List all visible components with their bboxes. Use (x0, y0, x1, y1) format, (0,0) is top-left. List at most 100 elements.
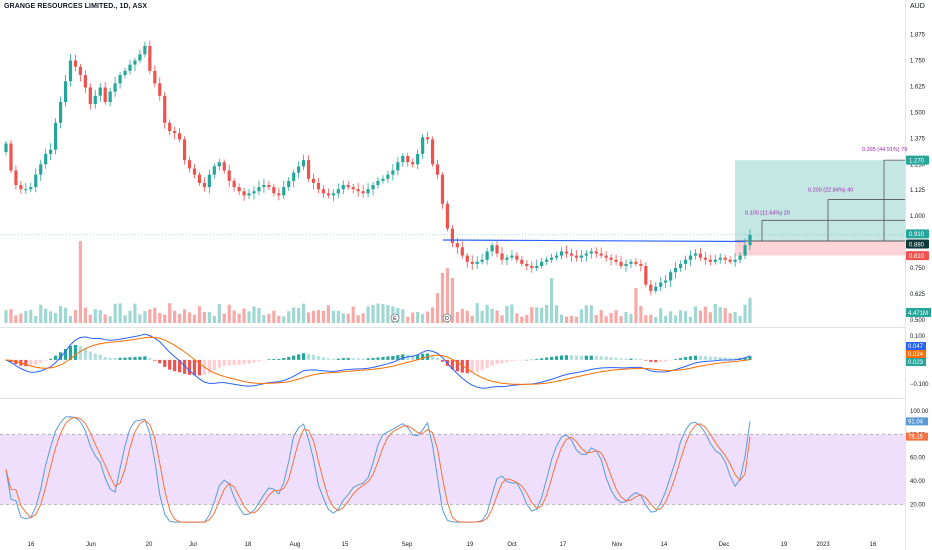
volume-bar (133, 303, 137, 323)
volume-bar (713, 303, 717, 323)
current-price-badge-bg (906, 229, 929, 239)
x-axis-label: 14 (661, 542, 668, 548)
volume-bar (163, 314, 167, 323)
candle-body (470, 261, 474, 264)
candle-body (158, 83, 162, 96)
macd-histogram-bar (629, 358, 633, 360)
candle-body (728, 259, 732, 262)
candle-body (584, 253, 588, 256)
stoch-k-badge: 91.04 (908, 419, 924, 425)
macd-histogram-bar (713, 356, 717, 360)
candle-body (247, 193, 251, 196)
candle-body (297, 166, 301, 173)
macd-badge-bg (906, 342, 926, 350)
candle-body (465, 255, 469, 262)
x-axis-label: 15 (342, 542, 349, 548)
candle-body (202, 182, 206, 188)
macd-histogram-bar (485, 359, 489, 369)
macd-histogram-bar (29, 359, 33, 367)
volume-bar (426, 311, 430, 323)
macd-histogram-bar (421, 353, 425, 360)
candle-body (569, 253, 574, 256)
macd-histogram-bar (187, 359, 192, 375)
macd-histogram-bar (505, 359, 509, 363)
volume-bar (678, 310, 683, 323)
macd-histogram-bar (267, 359, 271, 360)
volume-bar (93, 309, 97, 323)
volume-bar (465, 310, 469, 323)
pane-separator-macd[interactable] (0, 327, 905, 328)
pane-separator-stoch[interactable] (0, 398, 905, 399)
macd-histogram-bar (396, 355, 400, 360)
candle-body (659, 282, 663, 287)
candle-body (217, 162, 221, 167)
volume-bar (644, 315, 648, 323)
macd-histogram-bar (292, 355, 296, 360)
candle-body (530, 265, 534, 269)
target1-label: 0.100 (11.64%) 20 (745, 210, 790, 216)
volume-bar (569, 315, 574, 323)
candle-body (83, 75, 87, 88)
candle-body (495, 245, 499, 254)
volume-bar (9, 309, 13, 323)
candle-body (406, 155, 410, 163)
macd-histogram-bar (649, 359, 653, 362)
candle-body (396, 162, 400, 171)
symbol-title[interactable]: GRANGE RESOURCES LIMITED., 1D, ASX (4, 3, 148, 10)
macd-histogram-bar (440, 359, 445, 362)
x-axis-label: Jun (86, 542, 96, 548)
candle-body (718, 257, 722, 260)
volume-bar (148, 309, 152, 323)
volume-bar (168, 303, 172, 323)
stoch-axis-tick: 100.00 (910, 409, 929, 415)
volume-bar (411, 312, 415, 323)
macd-histogram-bar (143, 356, 147, 360)
volume-bar (14, 315, 18, 323)
candle-body (460, 247, 464, 256)
volume-bar (470, 315, 474, 323)
macd-histogram-bar (639, 359, 643, 360)
macd-histogram-bar (123, 357, 127, 360)
price-axis-tick: 1.750 (910, 59, 926, 65)
macd-histogram-bar (58, 352, 63, 360)
candle-body (138, 54, 142, 61)
macd-histogram-bar (222, 359, 226, 367)
volume-bar (564, 316, 569, 323)
macd-histogram-bar (401, 354, 405, 360)
candle-body (450, 228, 454, 244)
macd-histogram-bar (178, 359, 182, 373)
candle-body (515, 255, 519, 260)
volume-bar (108, 316, 112, 323)
macd-histogram-bar (545, 357, 549, 360)
volume-bar (316, 310, 321, 323)
macd-histogram-bar (411, 355, 415, 360)
candle-body (73, 60, 78, 67)
macd-histogram-bar (247, 359, 251, 364)
volume-bar (103, 314, 107, 323)
entry-price-badge-bg (906, 239, 929, 249)
volume-bar (336, 310, 340, 323)
volume-bar (629, 313, 633, 323)
macd-histogram-bar (460, 359, 464, 373)
candle-body (331, 193, 335, 196)
macd-histogram-bar (564, 355, 569, 360)
candle-body (361, 191, 365, 194)
volume-bar (430, 307, 435, 323)
volume-bar (326, 305, 330, 323)
volume-bar (24, 310, 28, 323)
macd-histogram-bar (669, 359, 673, 361)
candle-body (128, 64, 132, 71)
horizontal-trendline (442, 239, 746, 243)
event-marker-label: E (393, 316, 397, 322)
volume-bar (520, 316, 524, 323)
volume-bar (302, 303, 306, 323)
candle-body (212, 166, 216, 175)
volume-bar (98, 310, 102, 323)
macd-histogram-bar (688, 356, 693, 360)
volume-bar (416, 311, 420, 323)
candle-body (525, 263, 529, 266)
candle-body (411, 162, 415, 165)
candle-body (743, 245, 747, 256)
